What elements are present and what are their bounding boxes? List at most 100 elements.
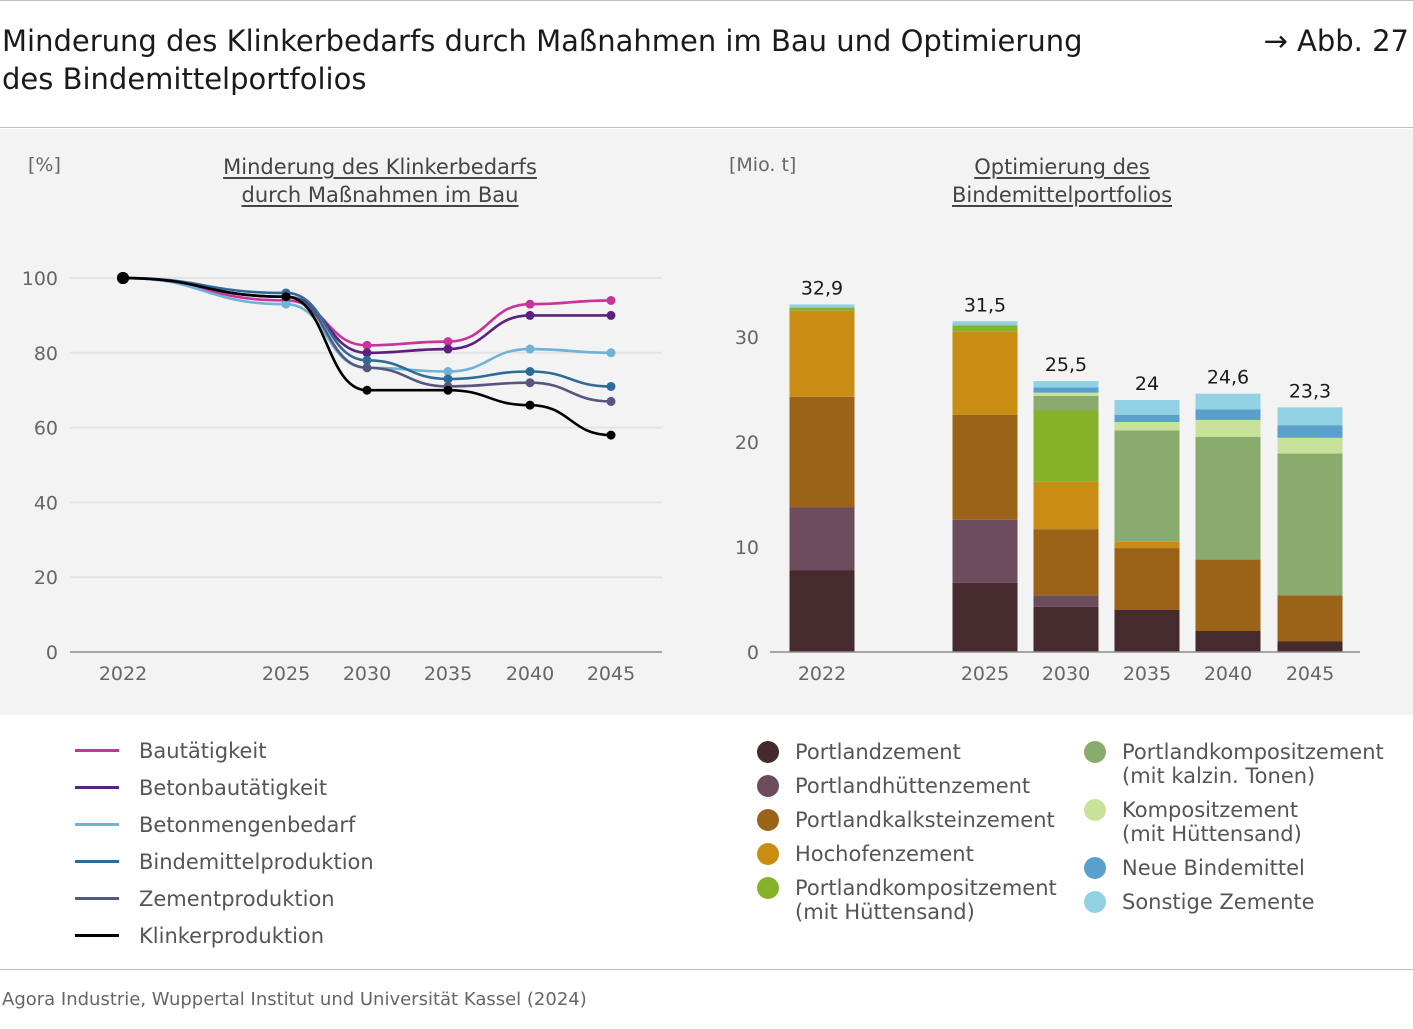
legend-item: Kompositzement (mit Hüttensand) <box>1084 798 1384 846</box>
top-rule <box>0 0 1413 1</box>
legend-label: Zementproduktion <box>139 886 335 911</box>
data-point <box>362 385 372 395</box>
x-tick-label: 2030 <box>343 663 391 685</box>
legend-label: Portlandzement <box>795 740 961 764</box>
legend-swatch <box>757 877 779 899</box>
legend-item: Sonstige Zemente <box>1084 890 1384 914</box>
bar-segment <box>789 507 855 571</box>
legend-swatch <box>75 860 119 863</box>
y-tick-label: 60 <box>34 418 58 440</box>
bar-segment <box>1033 595 1099 607</box>
bar-segment <box>952 519 1018 583</box>
y-tick-label: 10 <box>735 537 759 559</box>
bar-segment <box>1114 422 1180 431</box>
data-point <box>443 367 453 376</box>
data-point <box>606 430 616 440</box>
bar-segment <box>1277 595 1343 642</box>
right-chart-unit: [Mio. t] <box>729 154 797 176</box>
legend-swatch <box>75 823 119 826</box>
bar-segment <box>1114 430 1180 542</box>
footer-rule <box>0 969 1413 970</box>
bar-legend-col1: Portlandzement Portlandhüttenzement Portla… <box>757 740 1057 934</box>
y-tick-label: 20 <box>735 432 759 454</box>
page-title: Minderung des Klinkerbedarfs durch Maßna… <box>2 24 1083 96</box>
x-tick-label: 2040 <box>1204 663 1252 685</box>
bar-segment <box>952 325 1018 332</box>
legend-item: Zementproduktion <box>75 880 374 917</box>
y-tick-label: 100 <box>22 268 58 290</box>
legend-swatch <box>75 786 119 789</box>
left-chart-unit: [%] <box>28 154 61 176</box>
x-tick-label: 2022 <box>798 663 846 685</box>
data-point <box>362 363 372 373</box>
bar-segment <box>1195 419 1261 437</box>
legend-item: Portlandkompositzement (mit Hüttensand) <box>757 876 1057 924</box>
bar-segment <box>1114 541 1180 549</box>
bar-segment <box>1277 407 1343 426</box>
data-point <box>525 400 535 410</box>
legend-label: Klinkerproduktion <box>139 923 325 948</box>
bar-segment <box>1033 392 1099 396</box>
data-point <box>117 272 129 284</box>
legend-swatch <box>1084 891 1106 913</box>
legend-label: Portlandkompositzement (mit Hüttensand) <box>795 876 1057 924</box>
data-point <box>525 367 535 376</box>
legend-swatch <box>757 809 779 831</box>
legend-item: Bautätigkeit <box>75 732 374 769</box>
bar-segment <box>789 304 855 308</box>
bar-segment <box>1195 559 1261 631</box>
series-line <box>122 276 612 437</box>
legend-swatch <box>757 843 779 865</box>
legend-swatch <box>757 775 779 797</box>
bar-segment <box>1277 425 1343 438</box>
data-point <box>362 355 372 365</box>
left-chart-subtitle: Minderung des Klinkerbedarfs durch Maßna… <box>180 153 580 209</box>
legend-item: Betonmengenbedarf <box>75 806 374 843</box>
data-point <box>606 381 616 391</box>
bar-segment <box>952 414 1018 520</box>
bar-segment <box>1114 400 1180 415</box>
data-point <box>281 299 291 309</box>
legend-label: Hochofenzement <box>795 842 974 866</box>
bar-segment <box>1195 436 1261 560</box>
bar-segment <box>1277 641 1343 652</box>
total-label: 24 <box>1135 373 1159 395</box>
right-chart-subtitle: Optimierung des Bindemittelportfolios <box>862 153 1262 209</box>
x-tick-label: 2025 <box>961 663 1009 685</box>
bar-segment <box>789 310 855 397</box>
legend-swatch <box>1084 857 1106 879</box>
legend-label: Kompositzement (mit Hüttensand) <box>1122 798 1302 846</box>
data-point <box>606 348 616 358</box>
legend-item: Hochofenzement <box>757 842 1057 866</box>
legend-label: Portlandkompositzement (mit kalzin. Tone… <box>1122 740 1384 788</box>
legend-swatch <box>75 897 119 900</box>
bar-segment <box>1277 453 1343 596</box>
y-tick-label: 40 <box>34 492 58 514</box>
legend-item: Portlandkompositzement (mit kalzin. Tone… <box>1084 740 1384 788</box>
series-line <box>122 276 612 403</box>
right-chart-subtitle-line2: Bindemittelportfolios <box>951 183 1173 207</box>
figure-reference[interactable]: → Abb. 27 <box>1263 24 1409 58</box>
x-tick-label: 2045 <box>587 663 635 685</box>
left-chart-subtitle-line2: durch Maßnahmen im Bau <box>241 183 519 207</box>
legend-swatch <box>757 741 779 763</box>
total-label: 32,9 <box>801 277 843 299</box>
line-legend: Bautätigkeit Betonbautätigkeit Betonmengen… <box>75 732 374 954</box>
legend-item: Klinkerproduktion <box>75 917 374 954</box>
legend-label: Portlandkalksteinzement <box>795 808 1055 832</box>
total-label: 31,5 <box>964 294 1006 316</box>
bar-segment <box>1033 529 1099 596</box>
legend-item: Betonbautätigkeit <box>75 769 374 806</box>
y-tick-label: 0 <box>747 642 759 664</box>
bar-segment <box>1114 610 1180 652</box>
y-tick-label: 20 <box>34 567 58 589</box>
bar-segment <box>789 307 855 311</box>
x-tick-label: 2030 <box>1042 663 1090 685</box>
bar-segment <box>1033 381 1099 388</box>
x-tick-label: 2025 <box>262 663 310 685</box>
bar-segment <box>1195 393 1261 410</box>
bar-segment <box>1033 395 1099 411</box>
data-point <box>281 292 291 302</box>
